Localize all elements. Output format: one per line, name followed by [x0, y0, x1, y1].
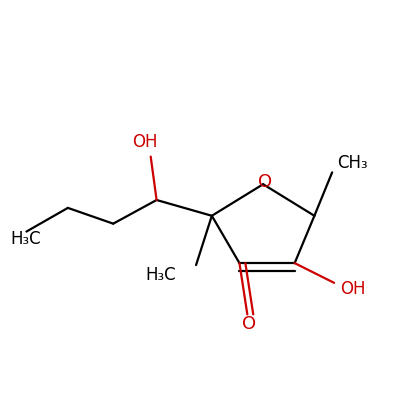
Text: O: O	[242, 315, 256, 333]
Text: H₃C: H₃C	[146, 266, 176, 284]
Text: OH: OH	[132, 133, 158, 151]
Text: CH₃: CH₃	[337, 154, 368, 172]
Text: OH: OH	[340, 280, 366, 298]
Text: O: O	[258, 173, 272, 191]
Text: H₃C: H₃C	[11, 230, 41, 248]
